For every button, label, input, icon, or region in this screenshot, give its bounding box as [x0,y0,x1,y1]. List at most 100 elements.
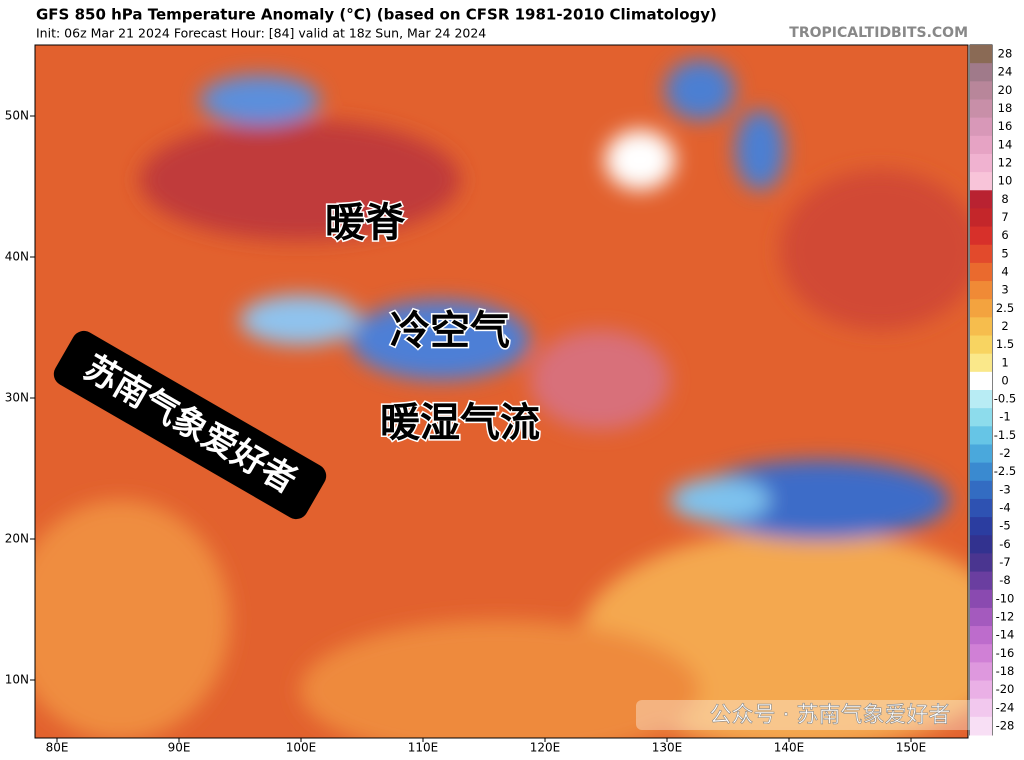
colorbar-label: -10 [996,591,1015,605]
lon-label: 100E [286,741,317,755]
lat-label: 50N [5,109,29,123]
colorbar-label: 12 [998,156,1013,170]
colorbar-label: -2 [999,446,1010,460]
colorbar-swatch [970,262,992,282]
colorbar-swatch [970,698,992,718]
stamp-box [53,330,327,520]
colorbar-label: -2.5 [994,464,1016,478]
lon-label: 140E [774,741,805,755]
colorbar-swatch [970,517,992,536]
colorbar-label: 10 [998,174,1013,188]
colorbar-swatch [970,498,992,518]
colorbar-label: 16 [998,119,1013,133]
colorbar-label: 7 [1001,210,1008,224]
colorbar-label: -5 [999,519,1010,533]
colorbar-swatch [970,644,992,663]
colorbar-swatch [970,317,992,337]
colorbar-swatch [970,462,992,482]
colorbar-swatch [970,172,992,191]
colorbar-swatch [970,63,992,82]
colorbar-swatch [970,153,992,173]
colorbar-label: 2 [1001,319,1008,333]
colorbar-label: 3 [1001,283,1008,297]
colorbar-swatch [970,626,992,645]
lon-label: 80E [46,741,69,755]
colorbar-label: 8 [1001,192,1008,206]
map-field [35,45,968,738]
colorbar-swatch [970,408,992,427]
colorbar-swatch [970,335,992,355]
colorbar-label: -1 [999,410,1010,424]
colorbar-swatch [970,281,992,300]
annotation: 暖湿气流 [380,400,540,446]
annotation: 冷空气 [390,308,510,354]
colorbar-label: 20 [998,83,1013,97]
colorbar-label: -14 [996,628,1015,642]
colorbar-swatch [970,589,992,609]
colorbar-swatch [970,535,992,554]
colorbar-swatch [970,371,992,391]
colorbar-swatch [970,135,992,155]
colorbar-swatch [970,662,992,682]
colorbar-label: -6 [999,537,1010,551]
colorbar-swatch [970,680,992,700]
colorbar-label: -3 [999,482,1010,496]
title: GFS 850 hPa Temperature Anomaly (°C) (ba… [36,6,717,24]
lon-label: 90E [168,741,191,755]
colorbar-label: -1.5 [994,428,1016,442]
watermark-bg [636,700,988,730]
colorbar-label: -18 [996,664,1015,678]
colorbar-label: -28 [996,718,1015,732]
colorbar-swatch [970,444,992,464]
colorbar-label: 6 [1001,228,1008,242]
colorbar-swatch [970,716,992,736]
colorbar-swatch [970,299,992,318]
colorbar-label: 0 [1001,373,1008,387]
colorbar-swatch [970,81,992,100]
lat-label: 40N [5,250,29,264]
colorbar-label: -20 [996,682,1015,696]
colorbar-label: -7 [999,555,1010,569]
colorbar-swatch [970,480,992,500]
colorbar-label: -12 [996,609,1015,623]
colorbar-label: -0.5 [994,392,1016,406]
colorbar-label: -16 [996,646,1015,660]
colorbar-swatch [970,208,992,228]
map-frame [34,44,969,739]
colorbar-label: 2.5 [996,301,1014,315]
colorbar-label: -8 [999,573,1010,587]
colorbar-swatch [970,117,992,137]
colorbar-swatch [970,390,992,409]
colorbar-label: 4 [1001,264,1008,278]
colorbar-swatch [970,426,992,445]
colorbar-label: 28 [998,47,1013,61]
colorbar-swatch [970,226,992,246]
colorbar-swatch [970,607,992,627]
lon-label: 110E [408,741,439,755]
colorbar-swatch [970,99,992,119]
colorbar-label: 5 [1001,246,1008,260]
brand: TROPICALTIDBITS.COM [789,25,968,41]
colorbar-label: 1.5 [996,337,1014,351]
lon-label: 150E [896,741,927,755]
colorbar-swatch [970,190,992,209]
watermark: 公众号 · 苏南气象爱好者 [710,703,951,728]
colorbar-swatch [970,553,992,573]
lat-label: 10N [5,673,29,687]
colorbar-label: 24 [998,65,1013,79]
colorbar-swatch [970,244,992,264]
colorbar-label: 14 [998,137,1013,151]
colorbar-swatch [970,45,992,64]
annotation: 暖脊 [325,200,406,246]
lon-label: 130E [652,741,683,755]
lon-label: 120E [530,741,561,755]
colorbar-label: 1 [1001,355,1008,369]
colorbar-swatch [970,571,992,591]
lat-label: 20N [5,532,29,546]
colorbar-label: 18 [998,101,1013,115]
colorbar-label: -4 [999,501,1010,515]
lat-label: 30N [5,391,29,405]
colorbar-label: -24 [996,700,1015,714]
subtitle: Init: 06z Mar 21 2024 Forecast Hour: [84… [36,26,486,41]
